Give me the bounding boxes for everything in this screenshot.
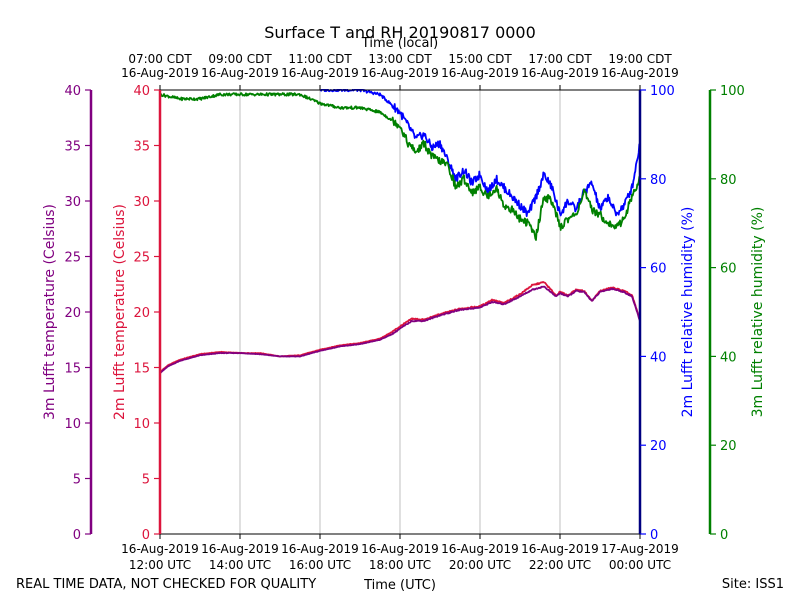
y-tick-label: 5 xyxy=(73,473,81,488)
axis-temp2m: 0 5 10 15 20 25 30 35 40 2m Lufft temperature (Ce… xyxy=(112,84,162,543)
y-tick-label: 20 xyxy=(64,306,81,321)
y-tick-label: 0 xyxy=(142,528,150,543)
axis-rh3m: 0 20 40 60 80 100 3m Lufft relative humidity (… xyxy=(708,84,766,543)
y-tick-label: 60 xyxy=(650,262,667,277)
x-tick-label-date: 16-Aug-2019 xyxy=(281,542,359,556)
x-tick-label-date: 16-Aug-2019 xyxy=(121,542,199,556)
x-tick-label-date: 17-Aug-2019 xyxy=(601,542,679,556)
x-tick-label-date: 16-Aug-2019 xyxy=(361,542,439,556)
y-axis-label: 3m Lufft relative humidity (%) xyxy=(750,207,766,418)
y-axis-label: 3m Lufft temperature (Celsius) xyxy=(42,204,58,420)
top-tick-label-date: 16-Aug-2019 xyxy=(521,66,599,80)
top-tick-label-time: 13:00 CDT xyxy=(368,52,432,66)
y-tick-label: 15 xyxy=(64,362,81,377)
axis-temp3m: 0 5 10 15 20 25 30 35 40 3m Lufft temperature (Ce… xyxy=(42,84,93,543)
bottom-axis-label: Time (UTC) xyxy=(363,578,436,593)
y-tick-label: 40 xyxy=(133,84,150,99)
y-tick-label: 100 xyxy=(650,84,675,99)
x-tick-label-time: 18:00 UTC xyxy=(369,558,431,572)
quality-disclaimer: REAL TIME DATA, NOT CHECKED FOR QUALITY xyxy=(16,577,316,592)
y-tick-label: 10 xyxy=(133,417,150,432)
y-axis-label: 2m Lufft temperature (Celsius) xyxy=(112,204,128,420)
grid xyxy=(239,90,561,534)
y-tick-label: 60 xyxy=(720,262,737,277)
y-tick-label: 35 xyxy=(133,140,150,155)
y-tick-label: 35 xyxy=(64,140,81,155)
y-tick-label: 0 xyxy=(650,528,658,543)
top-tick-label-time: 07:00 CDT xyxy=(128,52,192,66)
x-tick-label-time: 16:00 UTC xyxy=(289,558,351,572)
series-layer xyxy=(160,89,640,374)
y-tick-label: 40 xyxy=(64,84,81,99)
site-label: Site: ISS1 xyxy=(722,577,784,592)
y-axis-label: 2m Lufft relative humidity (%) xyxy=(680,207,696,418)
series-line-temp3m xyxy=(160,285,640,374)
chart-title: Surface T and RH 20190817 0000 xyxy=(264,23,536,42)
x-tick-label-date: 16-Aug-2019 xyxy=(521,542,599,556)
y-tick-label: 80 xyxy=(720,173,737,188)
top-axis-label: Time (local) xyxy=(361,36,438,51)
top-tick-label-date: 16-Aug-2019 xyxy=(361,66,439,80)
x-tick-label-time: 20:00 UTC xyxy=(449,558,511,572)
y-tick-label: 80 xyxy=(650,173,667,188)
x-tick-label-date: 16-Aug-2019 xyxy=(201,542,279,556)
y-tick-label: 0 xyxy=(73,528,81,543)
y-tick-label: 20 xyxy=(133,306,150,321)
x-tick-label-date: 16-Aug-2019 xyxy=(441,542,519,556)
top-tick-label-date: 16-Aug-2019 xyxy=(441,66,519,80)
top-tick-label-date: 16-Aug-2019 xyxy=(201,66,279,80)
top-tick-label-time: 09:00 CDT xyxy=(208,52,272,66)
x-tick-label-time: 12:00 UTC xyxy=(129,558,191,572)
y-tick-label: 10 xyxy=(64,417,81,432)
top-tick-label-time: 17:00 CDT xyxy=(528,52,592,66)
x-tick-label-time: 14:00 UTC xyxy=(209,558,271,572)
axis-rh2m: 0 20 40 60 80 100 2m Lufft relative humidity (… xyxy=(638,84,696,543)
top-tick-label-date: 16-Aug-2019 xyxy=(281,66,359,80)
y-tick-label: 30 xyxy=(64,195,81,210)
y-tick-label: 15 xyxy=(133,362,150,377)
axes: 0 5 10 15 20 25 30 35 40 3m Lufft temperature (Ce… xyxy=(42,84,766,543)
y-tick-label: 30 xyxy=(133,195,150,210)
y-tick-label: 0 xyxy=(720,528,728,543)
y-tick-label: 20 xyxy=(650,439,667,454)
y-tick-label: 100 xyxy=(720,84,745,99)
top-tick-label-time: 15:00 CDT xyxy=(448,52,512,66)
top-tick-label-time: 19:00 CDT xyxy=(608,52,672,66)
y-tick-label: 5 xyxy=(142,473,150,488)
top-tick-label-date: 16-Aug-2019 xyxy=(121,66,199,80)
y-tick-label: 25 xyxy=(133,251,150,266)
x-tick-label-time: 22:00 UTC xyxy=(529,558,591,572)
x-tick-label-time: 00:00 UTC xyxy=(609,558,671,572)
y-tick-label: 25 xyxy=(64,251,81,266)
top-tick-label-time: 11:00 CDT xyxy=(288,52,352,66)
series-line-rh3m xyxy=(160,92,640,241)
y-tick-label: 40 xyxy=(650,350,667,365)
top-tick-label-date: 16-Aug-2019 xyxy=(601,66,679,80)
y-tick-label: 40 xyxy=(720,350,737,365)
y-tick-label: 20 xyxy=(720,439,737,454)
